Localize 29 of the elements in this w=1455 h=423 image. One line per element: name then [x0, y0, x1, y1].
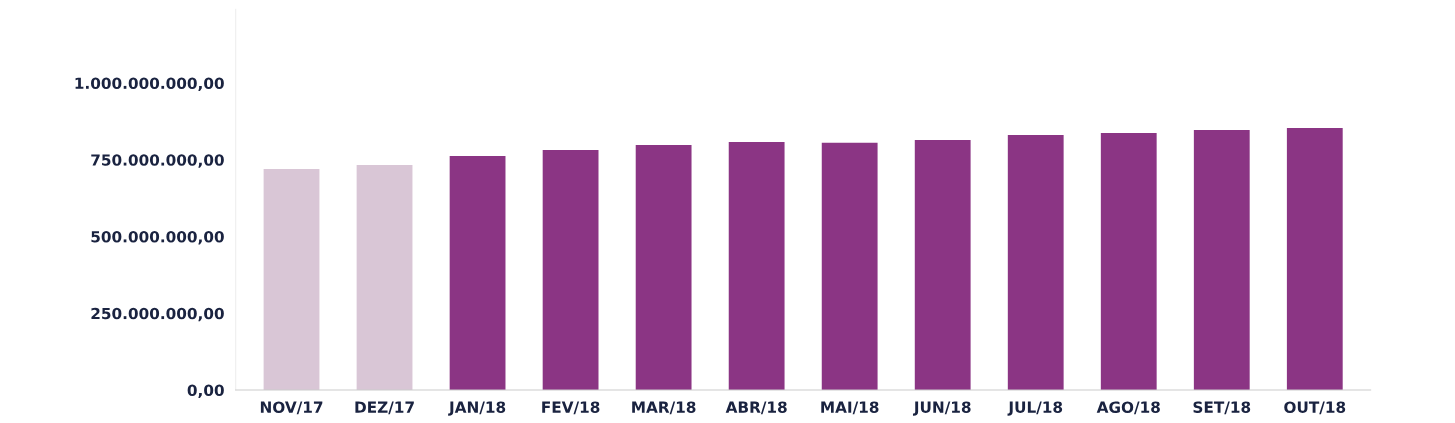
x-tick-label: AGO/18 [1096, 401, 1160, 415]
x-tick-label: JUN/18 [912, 401, 971, 416]
bar [1193, 129, 1250, 391]
bar [914, 140, 971, 391]
x-tick-label: JAN/18 [448, 401, 506, 416]
x-tick-label: MAI/18 [821, 401, 879, 415]
x-tick-label: MAR/18 [632, 401, 696, 415]
y-tick-label: 0,00 [187, 384, 224, 398]
bar [263, 168, 320, 391]
y-tick-label: 250.000.000,00 [91, 307, 224, 322]
x-tick-label: NOV/17 [260, 401, 323, 415]
bar [821, 142, 878, 391]
x-tick-label: FEV/18 [542, 401, 600, 415]
bar [728, 141, 785, 391]
y-tick-label: 1.000.000.000,00 [75, 77, 224, 91]
bar [635, 145, 692, 391]
y-tick-label: 500.000.000,00 [91, 230, 224, 245]
x-tick-label: JUL/18 [1007, 401, 1063, 416]
x-tick-label: ABR/18 [725, 401, 787, 415]
bar [1007, 134, 1064, 391]
x-tick-label: OUT/18 [1284, 401, 1346, 415]
bar [449, 156, 506, 391]
bar [1100, 133, 1157, 391]
bar [356, 164, 413, 391]
x-tick-label: SET/18 [1193, 401, 1251, 415]
y-tick-label: 750.000.000,00 [91, 154, 224, 168]
bar [1286, 128, 1343, 391]
bar [542, 149, 599, 391]
x-tick-label: DEZ/17 [355, 401, 414, 415]
